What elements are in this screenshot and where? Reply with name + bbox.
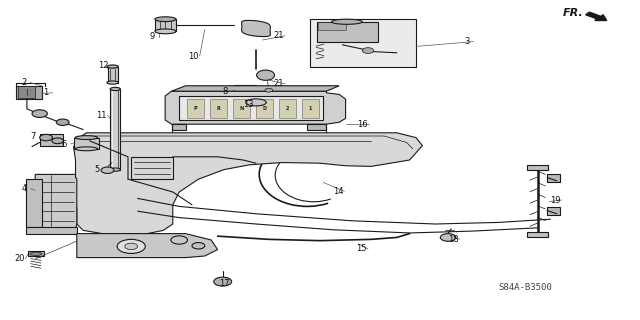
Circle shape	[265, 88, 273, 92]
Polygon shape	[241, 20, 271, 36]
Text: 18: 18	[448, 235, 458, 244]
Text: 20: 20	[14, 254, 24, 263]
Text: 2: 2	[285, 106, 289, 111]
Text: 7: 7	[31, 132, 36, 141]
Text: 12: 12	[99, 61, 109, 70]
Bar	[246, 99, 266, 109]
Polygon shape	[131, 157, 173, 179]
Text: 8: 8	[223, 87, 228, 96]
Circle shape	[192, 243, 205, 249]
Polygon shape	[527, 232, 548, 237]
Text: 15: 15	[356, 244, 367, 253]
Polygon shape	[547, 174, 560, 182]
Polygon shape	[302, 99, 319, 118]
Polygon shape	[110, 89, 120, 170]
Ellipse shape	[155, 29, 176, 34]
Polygon shape	[155, 19, 176, 31]
Text: P: P	[193, 106, 197, 111]
Polygon shape	[42, 133, 422, 234]
Ellipse shape	[30, 252, 42, 255]
Circle shape	[214, 277, 232, 286]
Text: 19: 19	[550, 196, 561, 204]
Polygon shape	[165, 91, 346, 124]
Polygon shape	[233, 99, 250, 118]
Polygon shape	[210, 99, 227, 118]
Text: S84A-B3500: S84A-B3500	[498, 284, 552, 292]
Text: 16: 16	[358, 120, 368, 129]
Text: 21: 21	[273, 31, 284, 40]
Polygon shape	[108, 67, 118, 83]
Polygon shape	[26, 227, 77, 234]
Ellipse shape	[110, 168, 120, 171]
Polygon shape	[18, 86, 35, 98]
Polygon shape	[77, 234, 218, 258]
Polygon shape	[318, 22, 346, 30]
Polygon shape	[35, 174, 77, 230]
Polygon shape	[279, 99, 296, 118]
Circle shape	[117, 239, 145, 253]
Polygon shape	[16, 86, 42, 99]
Ellipse shape	[76, 147, 98, 151]
Ellipse shape	[107, 65, 118, 68]
Text: 1: 1	[44, 88, 49, 97]
Ellipse shape	[107, 81, 118, 84]
Circle shape	[440, 234, 456, 241]
Text: 3: 3	[465, 37, 470, 46]
Polygon shape	[40, 134, 63, 146]
Polygon shape	[26, 179, 42, 227]
Text: FR.: FR.	[563, 8, 584, 18]
Polygon shape	[172, 124, 186, 130]
Text: 4: 4	[22, 184, 27, 193]
Polygon shape	[527, 165, 548, 170]
Text: 10: 10	[188, 52, 198, 60]
Circle shape	[56, 119, 69, 125]
Ellipse shape	[332, 19, 362, 24]
Circle shape	[125, 243, 138, 250]
Circle shape	[362, 48, 374, 53]
Text: 9: 9	[150, 32, 155, 41]
Text: 21: 21	[273, 79, 284, 88]
Text: D: D	[262, 106, 266, 111]
Polygon shape	[317, 22, 378, 42]
Ellipse shape	[110, 87, 120, 91]
Polygon shape	[256, 99, 273, 118]
Ellipse shape	[257, 70, 275, 80]
Polygon shape	[28, 251, 44, 256]
Text: 1: 1	[308, 106, 312, 111]
Polygon shape	[74, 138, 99, 149]
Text: R: R	[216, 106, 220, 111]
Ellipse shape	[155, 17, 176, 22]
Text: 5: 5	[95, 165, 100, 174]
Circle shape	[101, 167, 114, 173]
FancyArrow shape	[586, 12, 607, 20]
Text: 11: 11	[96, 111, 106, 120]
Circle shape	[171, 236, 188, 244]
Ellipse shape	[246, 99, 266, 106]
Polygon shape	[310, 19, 416, 67]
Text: 14: 14	[333, 187, 343, 196]
Circle shape	[40, 134, 52, 141]
Ellipse shape	[76, 136, 98, 140]
Text: 13: 13	[243, 100, 253, 109]
Text: 17: 17	[219, 279, 229, 288]
Text: N: N	[239, 106, 243, 111]
Circle shape	[52, 138, 63, 144]
Polygon shape	[187, 99, 204, 118]
Circle shape	[32, 110, 47, 117]
Polygon shape	[172, 86, 339, 91]
Text: 2: 2	[21, 78, 26, 87]
Text: 6: 6	[61, 140, 67, 148]
Polygon shape	[547, 207, 560, 215]
Polygon shape	[307, 124, 326, 130]
Polygon shape	[179, 96, 323, 120]
